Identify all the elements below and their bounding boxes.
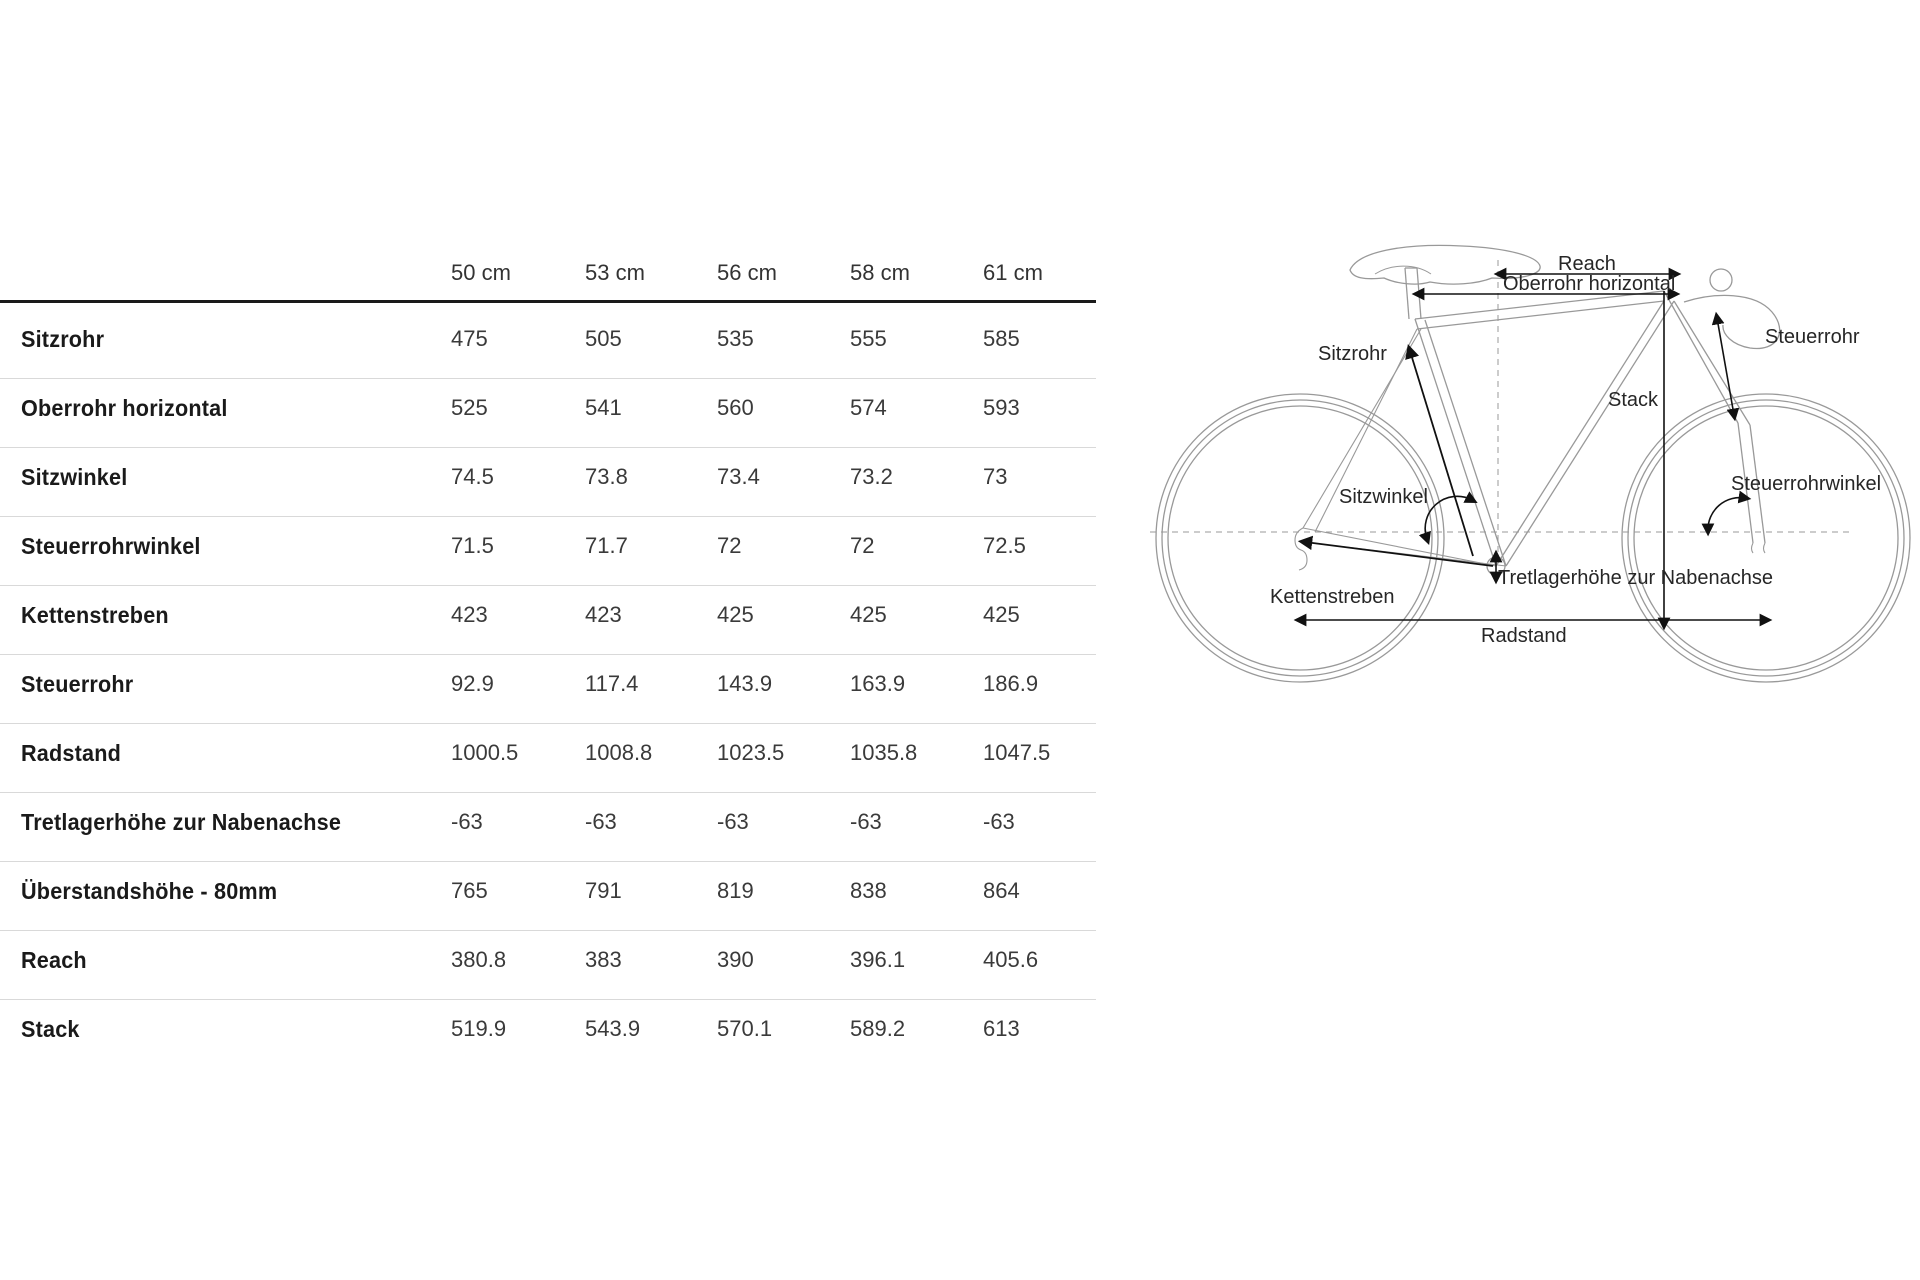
svg-text:Radstand: Radstand (1481, 625, 1567, 647)
svg-text:Kettenstreben: Kettenstreben (1270, 586, 1395, 608)
svg-text:Tretlagerhöhe zur Nabenachse: Tretlagerhöhe zur Nabenachse (1498, 567, 1773, 589)
svg-text:Steuerrohr: Steuerrohr (1765, 326, 1860, 348)
svg-text:Sitzwinkel: Sitzwinkel (1339, 486, 1428, 508)
svg-text:Oberrohr horizontal: Oberrohr horizontal (1503, 273, 1675, 295)
svg-text:Steuerrohrwinkel: Steuerrohrwinkel (1731, 473, 1881, 495)
svg-text:Stack: Stack (1608, 389, 1659, 411)
svg-text:Sitzrohr: Sitzrohr (1318, 343, 1387, 365)
svg-text:Reach: Reach (1558, 253, 1616, 275)
